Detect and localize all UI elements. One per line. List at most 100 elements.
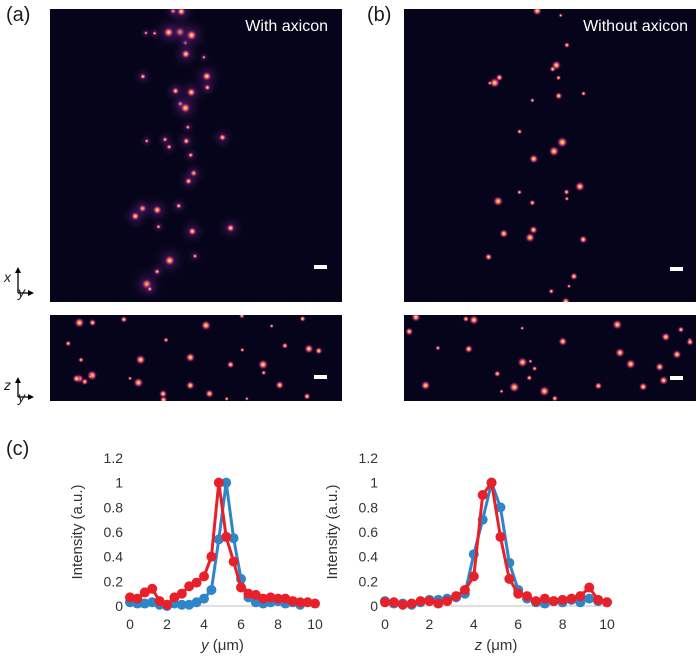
data-point: [199, 571, 209, 582]
data-point: [228, 533, 239, 544]
data-point: [250, 597, 261, 608]
series-line-1: [385, 481, 608, 607]
data-point: [459, 584, 470, 595]
data-point: [139, 587, 150, 598]
y-tick-label: 1.2: [104, 450, 124, 466]
series-line-1: [129, 481, 316, 607]
x-tick-label: 6: [514, 616, 522, 632]
data-point: [154, 596, 165, 607]
data-point: [415, 596, 426, 607]
image-without-axicon-zy: [404, 315, 696, 401]
data-point: [287, 596, 298, 607]
data-point: [199, 593, 209, 604]
image-with-axicon-zy: [50, 315, 342, 401]
panel-label-b: (b): [367, 4, 392, 26]
data-point: [147, 583, 158, 594]
data-point: [557, 594, 568, 605]
data-point: [206, 584, 217, 595]
data-point: [530, 596, 541, 607]
data-point: [191, 577, 202, 588]
data-point: [602, 597, 612, 608]
x-axis-label: y (μm): [200, 637, 244, 654]
data-point: [406, 598, 417, 609]
axis-label-y: y: [18, 284, 25, 300]
data-point: [584, 582, 595, 593]
data-point: [139, 598, 150, 609]
x-tick-label: 0: [126, 616, 134, 632]
scale-bar: [670, 376, 683, 380]
data-point: [593, 594, 604, 605]
data-point: [228, 556, 239, 567]
axes-indicator-zy: z y: [4, 375, 34, 409]
y-tick-label: 0: [370, 598, 378, 614]
data-point: [310, 598, 320, 609]
data-point: [539, 593, 550, 604]
data-point: [295, 597, 306, 608]
data-point: [125, 592, 135, 603]
axes-indicator-xy: x y: [4, 265, 34, 300]
data-point: [162, 599, 172, 610]
panel-label-a: (a): [6, 4, 31, 26]
y-tick-label: 0.6: [359, 524, 379, 540]
x-tick-label: 0: [381, 616, 389, 632]
x-tick-label: 4: [470, 616, 478, 632]
data-point: [273, 593, 283, 604]
x-tick-label: 8: [274, 616, 282, 632]
axes-arrows-icon: [15, 267, 34, 296]
y-tick-label: 0.4: [104, 549, 124, 565]
data-point: [236, 582, 246, 593]
title-with-axicon: With axicon: [245, 18, 328, 35]
title-without-axicon: Without axicon: [583, 18, 688, 35]
data-point: [424, 596, 435, 607]
data-point: [566, 593, 577, 604]
data-point: [495, 531, 506, 542]
x-tick-label: 8: [559, 616, 567, 632]
data-point: [184, 581, 195, 592]
x-tick-label: 6: [237, 616, 245, 632]
data-point: [265, 592, 276, 603]
y-axis-label: Intensity (a.u.): [324, 484, 341, 579]
scale-bar: [314, 375, 327, 379]
data-point: [477, 490, 488, 500]
data-point: [169, 592, 180, 603]
data-point: [243, 588, 254, 599]
y-tick-label: 0.2: [104, 573, 124, 589]
data-point: [513, 588, 524, 599]
panel-label-c: (c): [6, 438, 30, 460]
data-point: [302, 597, 313, 608]
data-point: [380, 597, 390, 608]
axis-label-x: x: [4, 269, 11, 285]
data-point: [522, 591, 533, 602]
y-tick-label: 1: [370, 475, 378, 491]
y-tick-label: 0.8: [359, 499, 379, 515]
data-point: [213, 477, 224, 488]
data-point: [132, 593, 143, 604]
axis-label-z: z: [4, 377, 11, 393]
data-point: [575, 591, 586, 602]
data-point: [206, 551, 217, 562]
axes-arrows-icon: [15, 377, 34, 400]
data-point: [397, 599, 408, 610]
data-point: [584, 593, 595, 604]
data-point: [191, 597, 202, 608]
data-point: [486, 477, 497, 488]
data-point: [388, 597, 399, 608]
x-axis-label: z (μm): [474, 637, 518, 654]
data-point: [504, 573, 515, 584]
data-point: [548, 596, 559, 607]
image-with-axicon-xy: With axicon: [50, 9, 342, 302]
data-point: [250, 589, 261, 600]
scale-bar: [314, 265, 327, 269]
data-point: [468, 571, 479, 582]
data-point: [433, 598, 444, 609]
y-tick-label: 0.6: [104, 524, 124, 540]
scale-bar: [670, 267, 683, 271]
y-tick-label: 0.8: [104, 499, 124, 515]
y-tick-label: 1.2: [359, 450, 379, 466]
x-tick-label: 10: [307, 616, 323, 632]
data-point: [221, 531, 232, 542]
x-tick-label: 2: [163, 616, 171, 632]
data-point: [258, 593, 269, 604]
y-tick-label: 0.2: [359, 573, 379, 589]
